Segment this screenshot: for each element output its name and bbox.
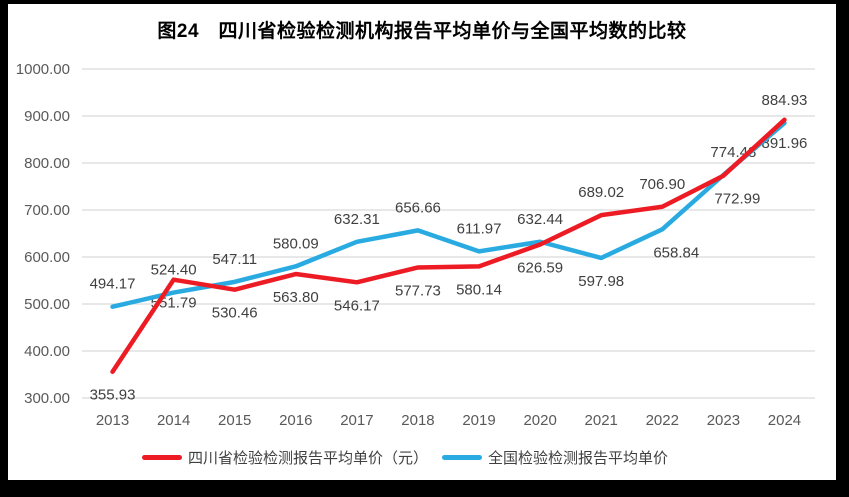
series-line bbox=[110, 120, 787, 309]
chart-legend: 四川省检验检测报告平均单价（元） 全国检验检测报告平均单价 bbox=[142, 447, 682, 468]
x-axis-tick-label: 2018 bbox=[401, 412, 434, 429]
y-axis-tick-label: 600.00 bbox=[24, 249, 70, 266]
data-label: 884.93 bbox=[762, 92, 808, 109]
x-axis-tick-label: 2013 bbox=[96, 412, 129, 429]
data-label: 611.97 bbox=[457, 220, 502, 237]
data-label: 563.80 bbox=[273, 289, 319, 306]
data-label: 632.44 bbox=[517, 211, 563, 228]
legend-label-sichuan: 四川省检验检测报告平均单价（元） bbox=[188, 450, 429, 467]
data-label: 597.98 bbox=[578, 273, 624, 290]
data-label: 524.40 bbox=[151, 262, 197, 279]
legend-item-sichuan: 四川省检验检测报告平均单价（元） bbox=[142, 447, 428, 468]
data-label: 632.31 bbox=[334, 211, 380, 228]
chart-title: 图24 四川省检验检测机构报告平均单价与全国平均数的比较 bbox=[157, 21, 687, 42]
y-axis-tick-label: 500.00 bbox=[24, 296, 70, 313]
x-axis-tick-label: 2017 bbox=[340, 412, 373, 429]
data-label: 689.02 bbox=[578, 184, 624, 201]
legend-item-national: 全国检验检测报告平均单价 bbox=[442, 447, 668, 468]
x-axis-tick-label: 2016 bbox=[279, 412, 312, 429]
data-label: 891.96 bbox=[762, 135, 808, 152]
y-axis-tick-label: 400.00 bbox=[24, 343, 70, 360]
x-axis-tick-label: 2021 bbox=[585, 412, 618, 429]
data-label: 530.46 bbox=[212, 305, 258, 322]
data-label: 626.59 bbox=[517, 260, 563, 277]
data-label: 580.14 bbox=[456, 281, 502, 298]
y-axis-tick-label: 900.00 bbox=[24, 108, 70, 125]
x-axis-tick-label: 2020 bbox=[523, 412, 556, 429]
x-axis-tick-label: 2023 bbox=[707, 412, 740, 429]
sichuan-line-swatch bbox=[142, 455, 182, 460]
data-label: 580.09 bbox=[273, 235, 319, 252]
data-label: 772.99 bbox=[714, 191, 760, 208]
national-line-swatch bbox=[442, 455, 483, 460]
x-axis-tick-label: 2022 bbox=[646, 412, 679, 429]
y-axis-tick-label: 300.00 bbox=[24, 390, 70, 407]
data-label: 658.84 bbox=[653, 244, 699, 261]
data-label: 706.90 bbox=[639, 176, 685, 193]
data-label: 577.73 bbox=[395, 282, 441, 299]
data-label: 546.17 bbox=[334, 297, 380, 314]
x-axis-tick-label: 2014 bbox=[157, 412, 190, 429]
y-axis-tick-label: 700.00 bbox=[24, 202, 70, 219]
chart-panel bbox=[8, 4, 836, 480]
x-axis-tick-label: 2015 bbox=[218, 412, 251, 429]
data-label: 547.11 bbox=[212, 251, 257, 268]
data-label: 355.93 bbox=[90, 387, 136, 404]
legend-label-national: 全国检验检测报告平均单价 bbox=[488, 450, 669, 467]
x-axis-tick-label: 2024 bbox=[768, 412, 801, 429]
y-axis-tick-label: 1000.00 bbox=[16, 61, 70, 78]
series-line bbox=[110, 117, 787, 374]
x-axis-tick-label: 2019 bbox=[462, 412, 495, 429]
y-axis-tick-label: 800.00 bbox=[24, 155, 70, 172]
data-label: 656.66 bbox=[395, 199, 441, 216]
data-label: 494.17 bbox=[90, 276, 136, 293]
